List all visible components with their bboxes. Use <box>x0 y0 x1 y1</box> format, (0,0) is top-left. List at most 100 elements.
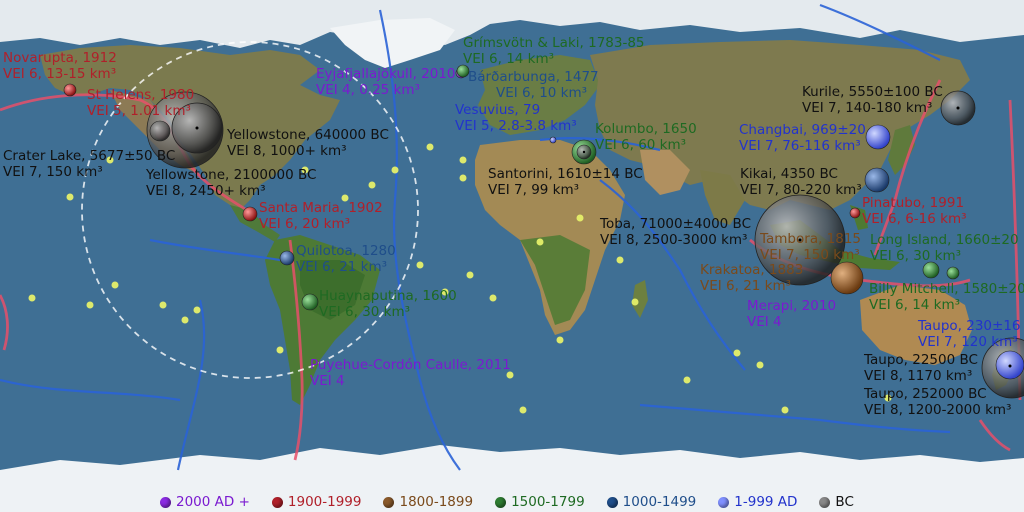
legend-item-1900s: 1900-1999 <box>271 494 362 510</box>
volcano-name: Crater Lake, 5677±50 BC <box>3 148 176 164</box>
volcano-vei: VEI 8, 1200-2000 km³ <box>864 402 1012 418</box>
legend-dot-icon <box>718 496 730 508</box>
volcano-name: Grímsvötn & Laki, 1783-85 <box>463 35 645 51</box>
legend-label: 1500-1799 <box>511 494 585 510</box>
volcano-name: Taupo, 252000 BC <box>864 386 987 402</box>
legend-label: 1900-1999 <box>287 494 362 510</box>
label-pinatubo: Pinatubo, 1991 VEI 6, 6-16 km³ <box>862 195 967 227</box>
label-quilotoa: Quilotoa, 1280 VEI 6, 21 km³ <box>296 243 396 275</box>
legend-dot-icon <box>383 496 395 508</box>
volcano-name: Eyjafjallajökull, 2010 <box>316 66 456 82</box>
label-santa-maria: Santa Maria, 1902 VEI 6, 20 km³ <box>259 200 383 232</box>
legend-dot-icon <box>271 496 283 508</box>
label-krakatoa: Krakatoa, 1883 VEI 6, 21 km³ <box>700 262 803 294</box>
legend-item-1800s: 1800-1899 <box>383 494 473 510</box>
volcano-vei: VEI 8, 2500-3000 km³ <box>600 232 748 248</box>
volcano-name: Huaynaputina, 1600 <box>319 288 457 304</box>
label-kikai: Kikai, 4350 BC VEI 7, 80-220 km³ <box>740 166 862 198</box>
volcano-name: Tambora, 1815 <box>760 231 862 247</box>
legend-dot-icon <box>160 496 171 508</box>
label-yellowstone-640000: Yellowstone, 640000 BC VEI 8, 1000+ km³ <box>227 127 389 159</box>
volcano-vei: VEI 4, 0.25 km³ <box>316 82 420 98</box>
volcano-name: Bárðarbunga, 1477 <box>468 69 599 85</box>
label-long-island: Long Island, 1660±20 VEI 6, 30 km³ <box>870 232 1019 264</box>
label-changbai: Changbai, 969±20 VEI 7, 76-116 km³ <box>739 122 866 154</box>
volcano-vei: VEI 6, 6-16 km³ <box>862 211 967 227</box>
legend-item-1500-1799: 1500-1799 <box>495 494 585 510</box>
label-toba: Toba, 71000±4000 BC VEI 8, 2500-3000 km³ <box>600 216 751 248</box>
label-novarupta: Novarupta, 1912 VEI 6, 13-15 km³ <box>3 50 117 82</box>
volcano-name: Puyehue-Cordón Caulle, 2011 <box>310 357 511 373</box>
label-taupo-230: Taupo, 230±16 VEI 7, 120 km³ <box>918 318 1021 350</box>
volcano-name: Taupo, 230±16 <box>918 318 1021 334</box>
legend-dot-icon <box>606 496 618 508</box>
volcano-name: Kurile, 5550±100 BC <box>802 84 943 100</box>
volcano-name: Santa Maria, 1902 <box>259 200 383 216</box>
legend-label: 1-999 AD <box>734 494 798 510</box>
volcano-vei: VEI 5, 2.8-3.8 km³ <box>455 118 577 134</box>
volcano-name: Kolumbo, 1650 <box>595 121 697 137</box>
volcano-vei: VEI 6, 21 km³ <box>296 259 388 275</box>
volcano-name: Novarupta, 1912 <box>3 50 117 66</box>
volcano-vei: VEI 8, 1170 km³ <box>864 368 973 384</box>
volcano-vei: VEI 7, 150 km³ <box>3 164 103 180</box>
volcano-vei: VEI 8, 2450+ km³ <box>146 183 266 199</box>
label-tambora: Tambora, 1815 VEI 7, 150 km³ <box>760 231 861 263</box>
volcano-name: St Helens, 1980 <box>87 87 195 103</box>
volcano-vei: VEI 4 <box>747 314 782 330</box>
volcano-vei: VEI 7, 76-116 km³ <box>739 138 861 154</box>
volcano-vei: VEI 6, 60 km³ <box>595 137 687 153</box>
volcano-vei: VEI 7, 140-180 km³ <box>802 100 933 116</box>
volcano-vei: VEI 7, 99 km³ <box>488 182 580 198</box>
volcano-name: Billy Mitchell, 1580±20 <box>869 281 1024 297</box>
volcano-name: Taupo, 22500 BC <box>864 352 978 368</box>
legend-label: 2000 AD + <box>176 494 250 510</box>
legend-item-bc: BC <box>819 494 854 510</box>
volcano-name: Pinatubo, 1991 <box>862 195 965 211</box>
legend-label: 1000-1499 <box>622 494 697 510</box>
volcano-name: Santorini, 1610±14 BC <box>488 166 643 182</box>
label-st-helens: St Helens, 1980 VEI 5, 1.01 km³ <box>87 87 194 119</box>
volcano-vei: VEI 6, 10 km³ <box>496 85 588 101</box>
label-santorini: Santorini, 1610±14 BC VEI 7, 99 km³ <box>488 166 643 198</box>
volcano-vei: VEI 6, 14 km³ <box>869 297 961 313</box>
volcano-vei: VEI 6, 14 km³ <box>463 51 555 67</box>
volcano-vei: VEI 7, 80-220 km³ <box>740 182 862 198</box>
label-kolumbo: Kolumbo, 1650 VEI 6, 60 km³ <box>595 121 697 153</box>
volcano-name: Yellowstone, 2100000 BC <box>146 167 317 183</box>
label-kurile: Kurile, 5550±100 BC VEI 7, 140-180 km³ <box>802 84 943 116</box>
label-billy-mitchell: Billy Mitchell, 1580±20 VEI 6, 14 km³ <box>869 281 1024 313</box>
volcano-name: Quilotoa, 1280 <box>296 243 396 259</box>
label-eyjafjallajokull: Eyjafjallajökull, 2010 VEI 4, 0.25 km³ <box>316 66 456 98</box>
legend-item-2000-plus: 2000 AD + <box>160 494 250 510</box>
legend-label: 1800-1899 <box>399 494 474 510</box>
legend-dot-icon <box>495 496 507 508</box>
volcano-name: Toba, 71000±4000 BC <box>600 216 751 232</box>
label-merapi: Merapi, 2010 VEI 4 <box>747 298 836 330</box>
label-grimsvotn-laki: Grímsvötn & Laki, 1783-85 VEI 6, 14 km³ <box>463 35 645 67</box>
label-yellowstone-2100000: Yellowstone, 2100000 BC VEI 8, 2450+ km³ <box>146 167 316 199</box>
legend-dot-icon <box>819 496 831 508</box>
legend-item-1-999: 1-999 AD <box>718 494 797 510</box>
volcano-vei: VEI 6, 20 km³ <box>259 216 351 232</box>
volcano-name: Yellowstone, 640000 BC <box>227 127 389 143</box>
map-legend: 2000 AD + 1900-1999 1800-1899 1500-1799 … <box>160 493 876 511</box>
volcano-vei: VEI 6, 30 km³ <box>870 248 962 264</box>
volcano-vei: VEI 6, 30 km³ <box>319 304 411 320</box>
volcano-vei: VEI 8, 1000+ km³ <box>227 143 347 159</box>
volcano-vei: VEI 7, 120 km³ <box>918 334 1018 350</box>
volcano-name: Krakatoa, 1883 <box>700 262 804 278</box>
volcano-name: Kikai, 4350 BC <box>740 166 838 182</box>
label-taupo-252000: Taupo, 252000 BC VEI 8, 1200-2000 km³ <box>864 386 1011 418</box>
volcano-name: Changbai, 969±20 <box>739 122 866 138</box>
legend-label: BC <box>835 494 854 510</box>
label-taupo-22500: Taupo, 22500 BC VEI 8, 1170 km³ <box>864 352 978 384</box>
volcano-vei: VEI 7, 150 km³ <box>760 247 860 263</box>
volcano-vei: VEI 4 <box>310 373 345 389</box>
label-bardarbunga: Bárðarbunga, 1477 VEI 6, 10 km³ <box>468 69 599 101</box>
volcano-name: Merapi, 2010 <box>747 298 837 314</box>
volcano-vei: VEI 6, 21 km³ <box>700 278 792 294</box>
volcano-vei: VEI 6, 13-15 km³ <box>3 66 117 82</box>
